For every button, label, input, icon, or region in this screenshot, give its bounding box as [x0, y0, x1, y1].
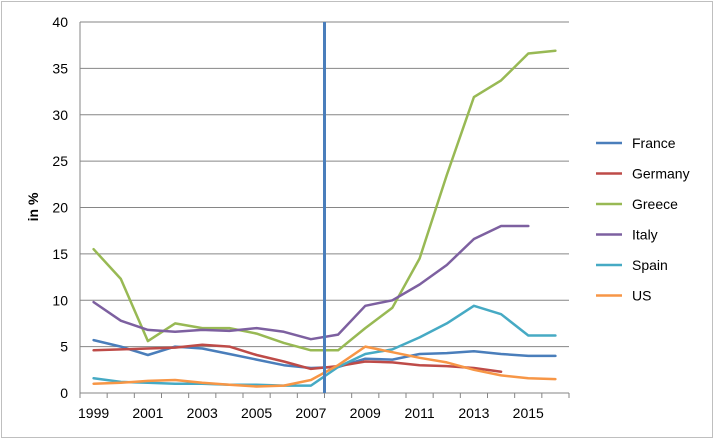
x-tick-label: 2011: [405, 405, 435, 421]
x-tick-label: 1999: [78, 405, 109, 421]
x-tick-label: 2007: [295, 405, 326, 421]
x-tick-label: 2003: [187, 405, 218, 421]
axes: 0 5 10 15 20 25 30 35 40 1999 2001 2003 2005 2007 2009…: [52, 14, 570, 421]
y-tick-label: 5: [60, 339, 68, 355]
series-line-italy: [92, 224, 530, 341]
y-tick-label: 30: [52, 107, 68, 123]
legend-label-greece: Greece: [632, 196, 678, 212]
x-tick-label: 2009: [350, 405, 381, 421]
y-axis-title: in %: [25, 192, 41, 221]
y-tick-label: 20: [52, 200, 68, 216]
legend-label-italy: Italy: [632, 227, 658, 243]
series-line-germany: [92, 343, 503, 373]
x-tick-label: 2013: [458, 405, 489, 421]
legend-label-us: US: [632, 288, 651, 304]
y-tick-label: 15: [52, 246, 68, 262]
legend-label-spain: Spain: [632, 257, 668, 273]
legend: France Germany Greece Italy Spain US: [596, 135, 690, 304]
y-tick-label: 0: [60, 385, 68, 401]
y-tick-label: 40: [52, 14, 68, 30]
y-tick-label: 10: [52, 292, 68, 308]
x-tick-label: 2001: [132, 405, 163, 421]
y-tick-label: 35: [52, 60, 68, 76]
legend-label-france: France: [632, 135, 676, 151]
legend-label-germany: Germany: [632, 166, 690, 182]
x-tick-label: 2015: [513, 405, 544, 421]
x-tick-label: 2005: [241, 405, 272, 421]
y-tick-label: 25: [52, 153, 68, 169]
